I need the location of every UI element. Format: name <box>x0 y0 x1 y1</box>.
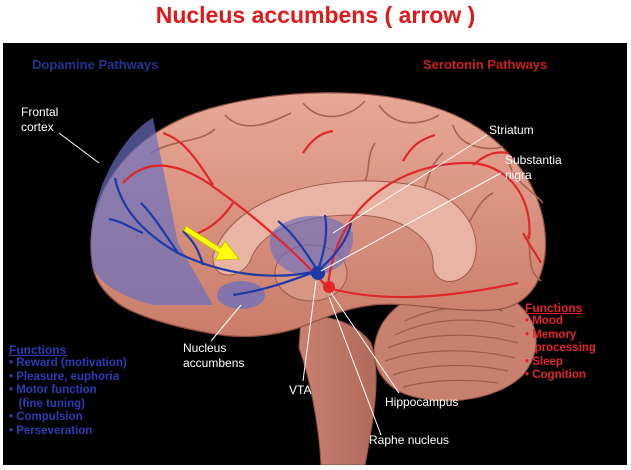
hippocampus-label: Hippocampus <box>385 395 459 409</box>
frontal-cortex-region <box>90 118 213 305</box>
frontal-cortex-label: Frontal cortex <box>21 105 59 134</box>
corpus-callosum <box>212 180 477 282</box>
raphe-nucleus-label: Raphe nucleus <box>369 433 450 447</box>
serotonin-functions: Functions • Mood • Memory processing • S… <box>525 301 596 383</box>
dopamine-pathways-header: Dopamine Pathways <box>32 57 159 72</box>
raphe-nucleus-dot <box>323 281 335 293</box>
serotonin-function-item: • Cognition <box>525 369 586 381</box>
striatum-label: Striatum <box>489 123 534 137</box>
dopamine-functions: Functions • Reward (motivation) • Pleasu… <box>9 343 127 438</box>
page-title: Nucleus accumbens ( arrow ) <box>155 2 476 28</box>
dopamine-functions-title: Functions <box>9 343 67 357</box>
accumbens-arrow <box>183 225 240 261</box>
serotonin-pathways-header: Serotonin Pathways <box>423 57 548 72</box>
nucleus-accumbens-label: Nucleus accumbens <box>183 341 245 370</box>
serotonin-functions-title: Functions <box>525 301 583 315</box>
serotonin-function-item: • Memory processing <box>525 328 596 355</box>
accumbens-region <box>217 281 265 309</box>
dopamine-function-item: • Motor function (fine tuning) <box>9 384 97 410</box>
dopamine-function-item: • Perseveration <box>9 424 93 437</box>
serotonin-function-item: • Sleep <box>525 355 563 368</box>
serotonin-function-item: • Mood <box>525 315 563 327</box>
serotonin-pathway-lines <box>122 129 542 299</box>
brain-illustration <box>58 92 547 465</box>
vta-label: VTA <box>289 383 312 397</box>
brainstem <box>298 316 377 465</box>
dopamine-function-item: • Compulsion <box>9 411 83 423</box>
dopamine-function-item: • Pleasure, euphoria <box>9 370 120 383</box>
leader-lines <box>58 132 502 436</box>
dopamine-function-item: • Reward (motivation) <box>9 357 127 369</box>
vta-nucleus <box>311 266 325 280</box>
substantia-nigra-label: Substantia nigra <box>505 153 562 182</box>
brain-diagram-panel: Dopamine Pathways Serotonin Pathways Fro… <box>3 43 627 465</box>
